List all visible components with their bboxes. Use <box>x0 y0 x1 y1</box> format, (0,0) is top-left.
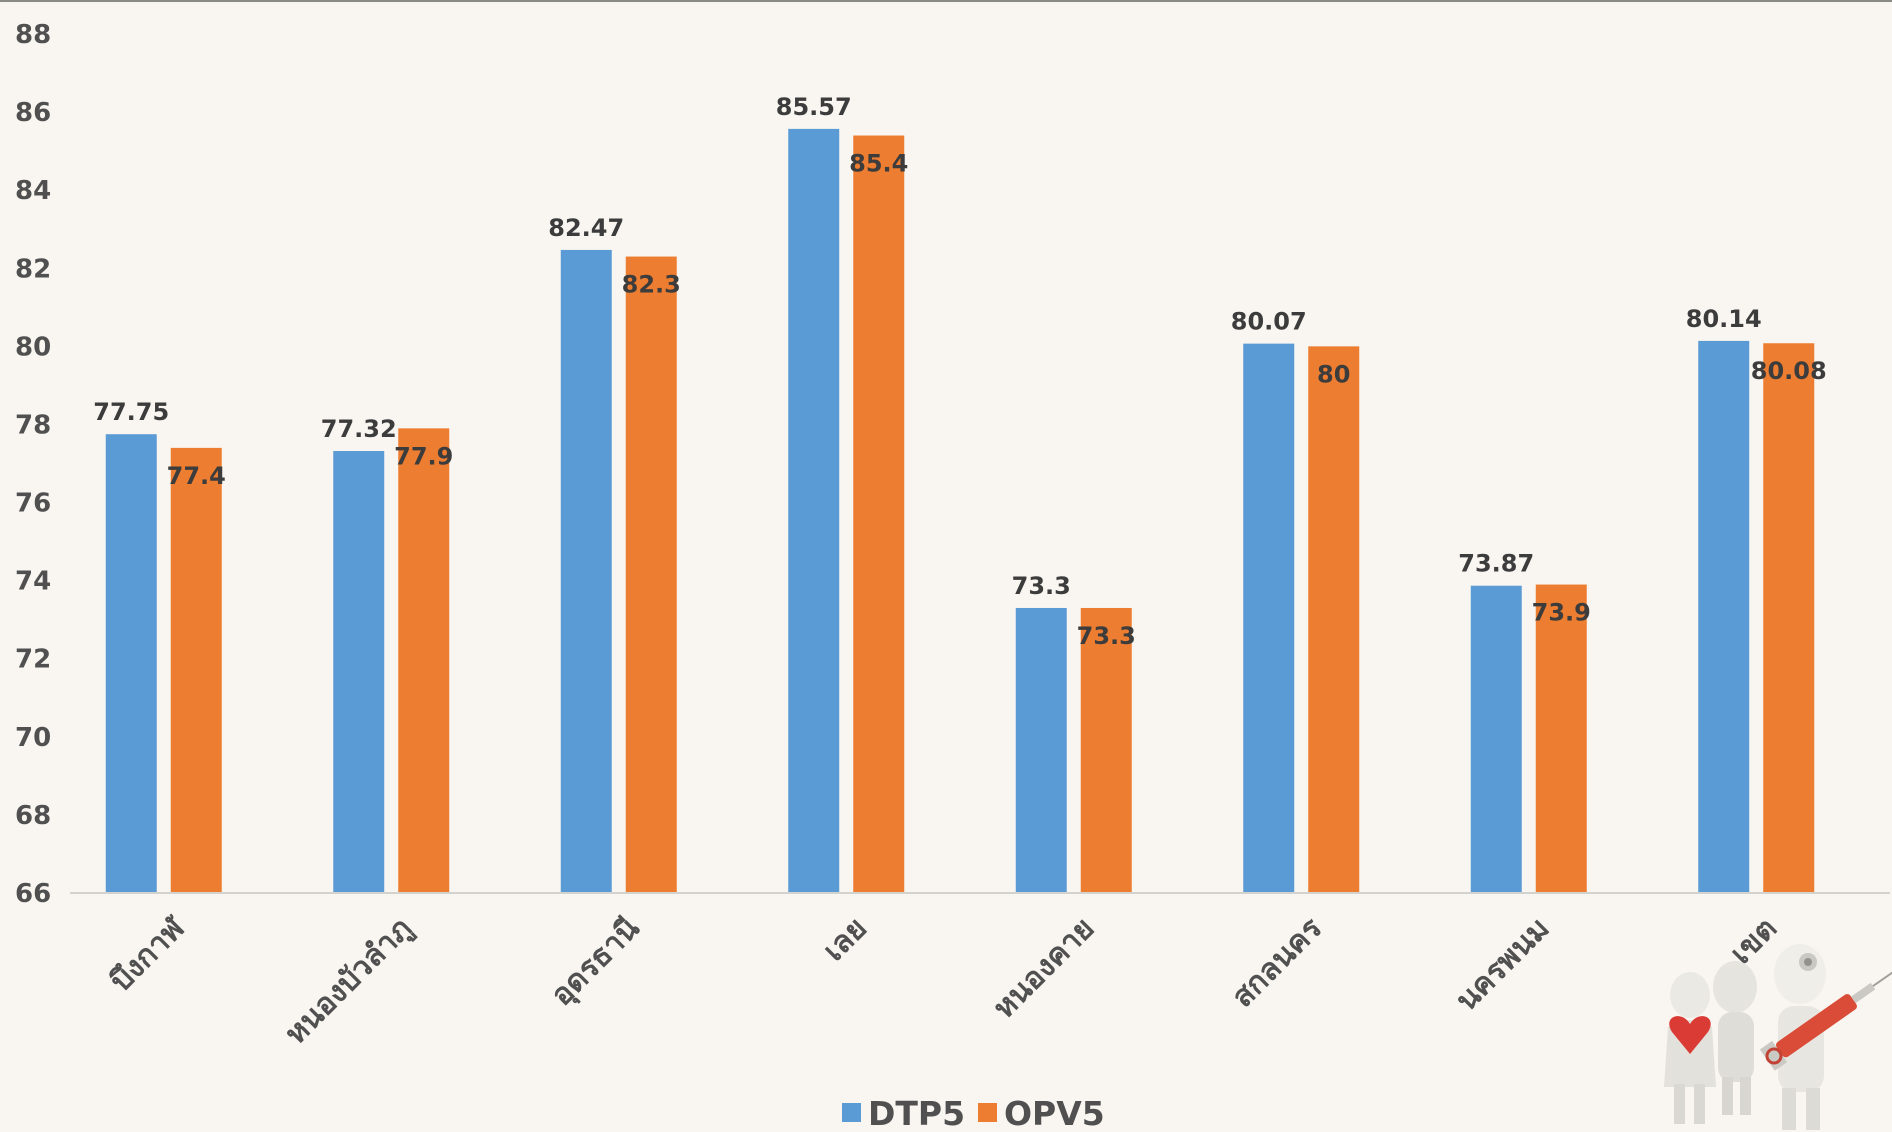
bar-group: 73.373.3 <box>1012 572 1136 893</box>
data-label-dtp5: 82.47 <box>548 214 624 242</box>
data-label-opv5: 85.4 <box>849 150 908 178</box>
bar-opv5 <box>1080 607 1132 893</box>
y-tick-label: 82 <box>15 254 51 284</box>
x-tick-label: หนองบัวลำภู <box>278 911 419 1052</box>
bar-opv5 <box>853 135 905 893</box>
data-label-opv5: 73.9 <box>1532 599 1591 627</box>
data-label-opv5: 77.9 <box>394 442 453 470</box>
legend-label: OPV5 <box>1004 1094 1105 1132</box>
legend-swatch <box>978 1103 997 1122</box>
x-tick-label: อุดรธานี <box>544 911 647 1014</box>
bar-dtp5 <box>560 249 612 893</box>
x-tick-label: สกลนคร <box>1225 911 1329 1015</box>
bar-group: 73.87 73.9 <box>1458 550 1591 893</box>
y-tick-label: 80 <box>15 332 51 362</box>
bar-opv5 <box>1535 584 1587 893</box>
legend-item-dtp5: DTP5 <box>842 1094 965 1132</box>
data-label-opv5: 80 <box>1317 360 1350 388</box>
x-axis: บึงกาฬ หนองบัวลำภู อุดรธานี เลย หนองคาย สกลนค… <box>104 910 1784 1052</box>
bar-group: 80.07 80 <box>1231 308 1360 893</box>
data-label-opv5: 82.3 <box>622 271 681 299</box>
legend: DTP5 OPV5 <box>842 1094 1105 1132</box>
bar-opv5 <box>1308 346 1360 893</box>
data-label-dtp5: 73.3 <box>1012 572 1071 600</box>
data-label-opv5: 77.4 <box>167 462 226 490</box>
legend-label: DTP5 <box>868 1094 965 1132</box>
bar-dtp5 <box>1470 585 1522 893</box>
bar-group: 80.14 80.08 <box>1686 305 1827 893</box>
y-tick-label: 68 <box>15 801 51 831</box>
x-tick-label: หนองคาย <box>987 911 1102 1026</box>
y-axis: 66 68 70 72 74 76 78 80 82 84 86 88 <box>15 20 51 909</box>
y-tick-label: 76 <box>15 489 51 519</box>
bar-group: 85.57 85.4 <box>776 93 908 893</box>
legend-item-opv5: OPV5 <box>978 1094 1105 1132</box>
bar-dtp5 <box>333 451 385 893</box>
bar-opv5 <box>625 256 677 893</box>
bar-dtp5 <box>105 434 157 893</box>
y-tick-label: 86 <box>15 98 51 128</box>
data-label-opv5: 73.3 <box>1077 622 1136 650</box>
data-label-opv5: 80.08 <box>1751 357 1827 385</box>
data-label-dtp5: 77.32 <box>321 415 397 443</box>
data-label-dtp5: 73.87 <box>1458 550 1534 578</box>
data-label-dtp5: 85.57 <box>776 93 852 121</box>
x-tick-label: บึงกาฬ <box>104 910 193 999</box>
y-tick-label: 70 <box>15 723 51 753</box>
y-tick-label: 74 <box>15 567 51 597</box>
data-label-dtp5: 80.07 <box>1231 308 1307 336</box>
legend-swatch <box>842 1103 861 1122</box>
bar-dtp5 <box>1015 607 1067 893</box>
bar-dtp5 <box>788 128 840 893</box>
data-label-dtp5: 77.75 <box>93 398 169 426</box>
y-tick-label: 66 <box>15 879 51 909</box>
y-tick-label: 72 <box>15 645 51 675</box>
y-tick-label: 88 <box>15 20 51 50</box>
doctors-with-syringe-icon <box>1664 944 1892 1130</box>
bar-opv5 <box>170 447 222 893</box>
bar-dtp5 <box>1698 340 1750 893</box>
x-tick-label: เลย <box>816 911 873 968</box>
y-tick-label: 84 <box>15 176 51 206</box>
bar-opv5 <box>398 428 450 893</box>
y-tick-label: 78 <box>15 410 51 440</box>
bar-dtp5 <box>1243 343 1295 893</box>
bar-group: 77.75 77.4 <box>93 398 226 893</box>
data-label-dtp5: 80.14 <box>1686 305 1762 333</box>
bar-group: 82.47 82.3 <box>548 214 681 893</box>
bar-opv5 <box>1763 343 1815 893</box>
x-tick-label: นครพนม <box>1449 911 1556 1018</box>
